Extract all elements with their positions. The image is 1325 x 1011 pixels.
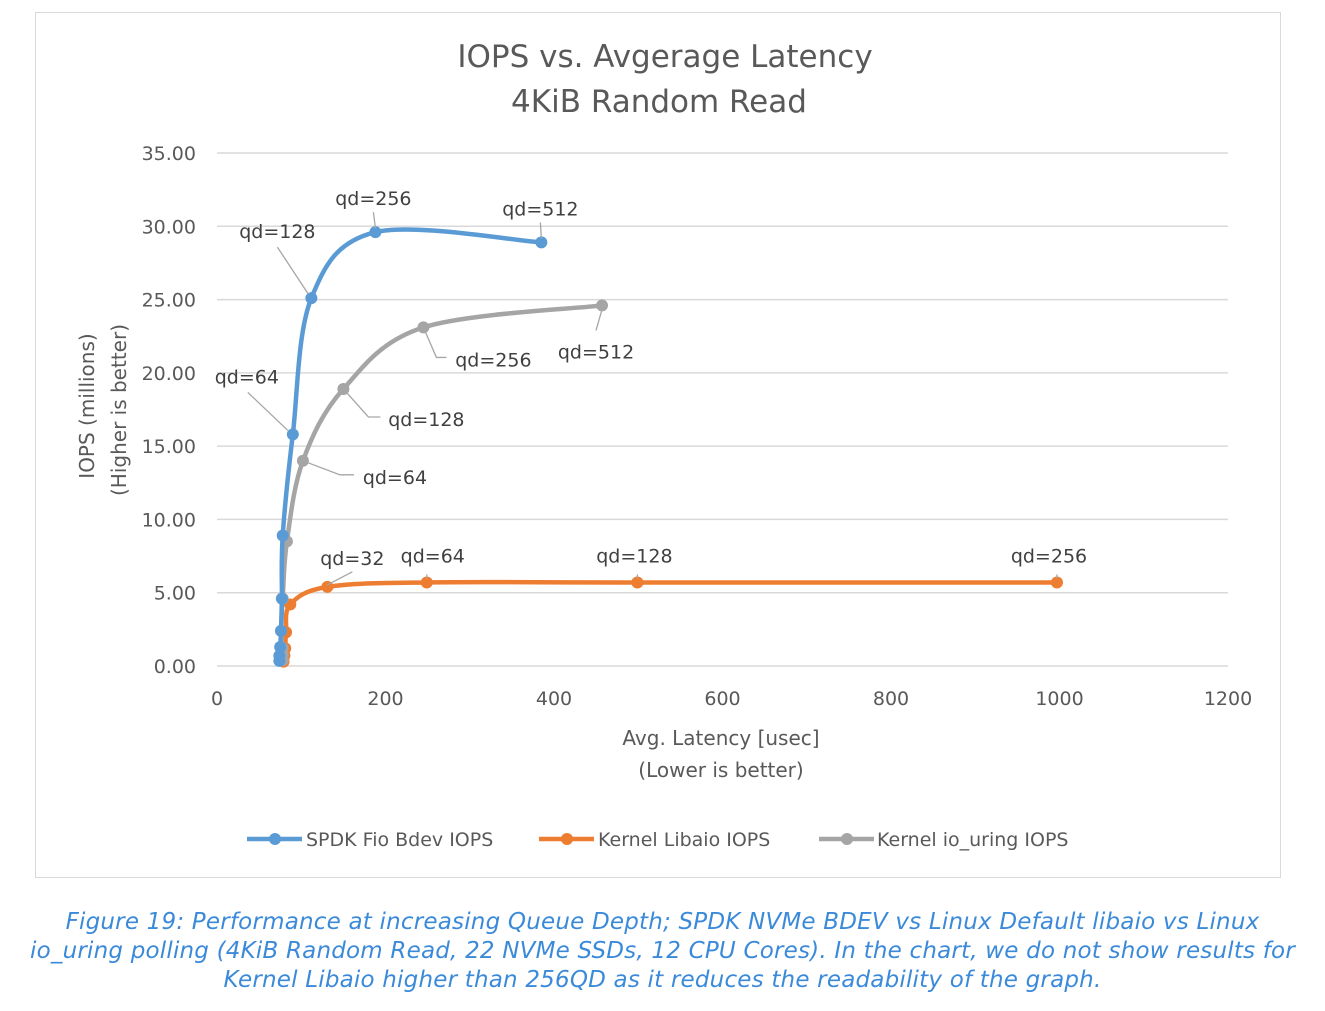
data-point: [275, 592, 288, 605]
x-tick-label: 1200: [1204, 688, 1252, 710]
data-point: [631, 576, 644, 589]
leader-line: [247, 391, 289, 431]
data-point: [420, 576, 433, 589]
leader-line: [595, 309, 603, 331]
x-tick-label: 400: [536, 688, 572, 710]
x-axis-label: Avg. Latency [usec]: [622, 726, 819, 750]
chart-title: IOPS vs. Avgerage Latency: [457, 39, 872, 75]
data-label: qd=256: [455, 349, 531, 371]
legend-label-1: Kernel Libaio IOPS: [598, 829, 770, 851]
data-point: [1050, 576, 1063, 589]
leader-line: [422, 327, 447, 359]
x-tick-label: 600: [704, 688, 740, 710]
legend-label-2: Kernel io_uring IOPS: [877, 829, 1068, 851]
y-tick-label: 25.00: [142, 290, 196, 312]
y-tick-label: 0.00: [154, 656, 196, 678]
legend-marker-1: [561, 833, 573, 845]
data-label: qd=64: [215, 366, 279, 388]
x-tick-label: 200: [367, 688, 403, 710]
leader-line: [539, 222, 543, 239]
data-label: qd=128: [596, 545, 672, 567]
y-axis-label: IOPS (millions): [75, 333, 99, 478]
leader-line: [302, 460, 354, 476]
legend-marker-0: [269, 833, 281, 845]
y-tick-label: 35.00: [142, 143, 196, 165]
data-point: [535, 236, 548, 249]
data-label: qd=128: [388, 409, 464, 431]
data-point: [305, 292, 318, 305]
data-point: [286, 428, 299, 441]
x-tick-label: 1000: [1035, 688, 1083, 710]
data-label: qd=256: [1011, 545, 1087, 567]
data-label: qd=512: [502, 198, 578, 220]
series-line-0: [277, 227, 544, 664]
leader-line: [372, 212, 377, 229]
data-label: qd=64: [363, 467, 427, 489]
data-point: [273, 649, 286, 662]
data-label: qd=256: [335, 188, 411, 210]
y-tick-label: 5.00: [154, 583, 196, 605]
y-axis-label-note: (Higher is better): [107, 324, 131, 496]
data-point: [596, 299, 609, 312]
data-label: qd=32: [320, 548, 384, 570]
y-tick-label: 10.00: [142, 509, 196, 531]
series-line-1: [281, 579, 1060, 664]
chart-subtitle: 4KiB Random Read: [511, 84, 807, 120]
data-label: qd=128: [239, 221, 315, 243]
y-tick-label: 15.00: [142, 436, 196, 458]
y-tick-label: 20.00: [142, 363, 196, 385]
data-label: qd=64: [401, 545, 465, 567]
data-label: qd=512: [558, 341, 634, 363]
chart: IOPS vs. Avgerage Latency 4KiB Random Rea…: [75, 39, 1252, 851]
data-point: [276, 529, 289, 542]
legend-marker-2: [841, 833, 853, 845]
data-point: [369, 226, 382, 239]
leader-line: [327, 571, 353, 586]
leader-line: [276, 246, 309, 295]
series-line-2: [278, 303, 605, 663]
data-point: [274, 640, 287, 653]
legend-label-0: SPDK Fio Bdev IOPS: [306, 829, 493, 851]
figure-caption: Figure 19: Performance at increasing Que…: [30, 909, 1295, 993]
y-tick-label: 30.00: [142, 216, 196, 238]
x-tick-label: 800: [873, 688, 909, 710]
leader-line: [342, 388, 381, 418]
data-point: [275, 624, 288, 637]
chart-frame: [35, 12, 1281, 878]
x-axis-label-note: (Lower is better): [638, 758, 803, 782]
x-tick-label: 0: [211, 688, 223, 710]
